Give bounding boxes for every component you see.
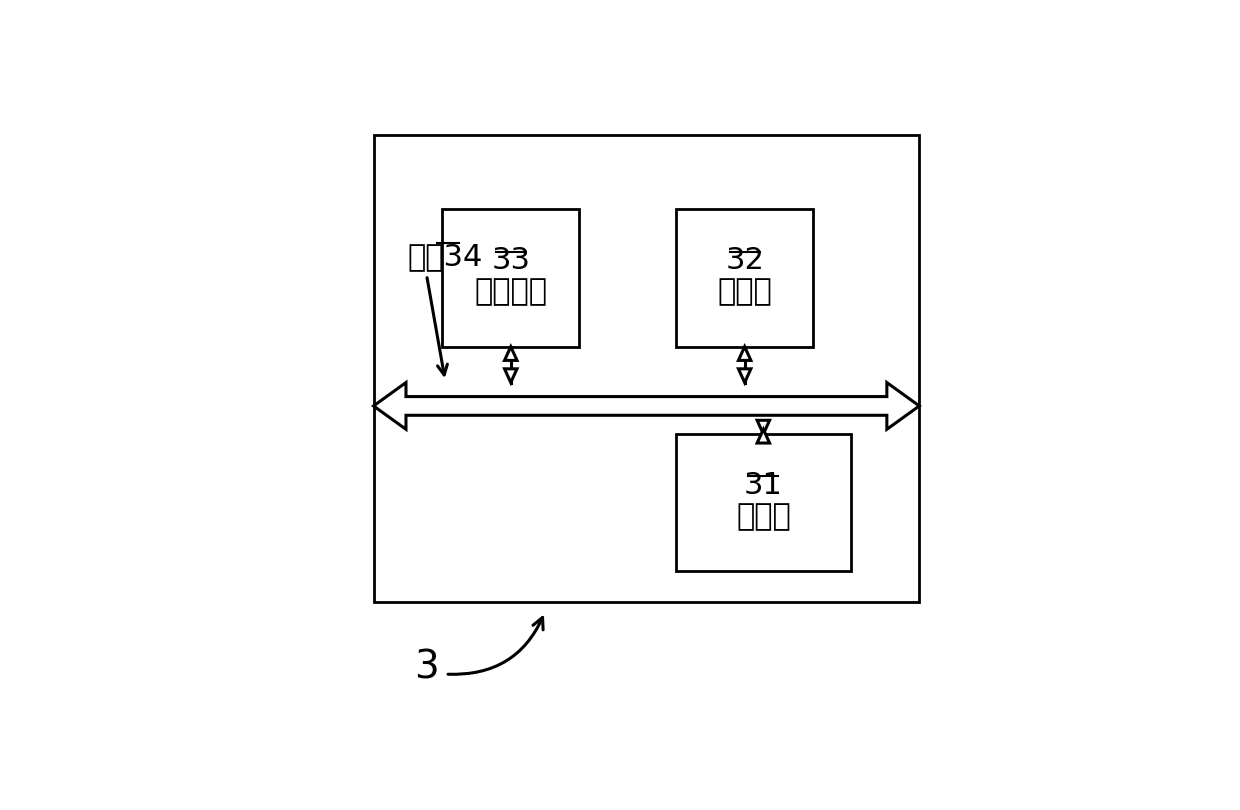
Bar: [676, 434, 851, 571]
Bar: [443, 210, 579, 347]
Text: 3: 3: [414, 649, 439, 687]
Polygon shape: [758, 429, 770, 443]
Text: 31: 31: [744, 471, 782, 500]
Text: 处理器: 处理器: [737, 502, 791, 531]
Bar: [676, 210, 813, 347]
Text: 33: 33: [491, 246, 531, 275]
Polygon shape: [758, 420, 770, 434]
Polygon shape: [738, 369, 751, 382]
Bar: [373, 134, 919, 603]
Polygon shape: [505, 347, 517, 360]
Polygon shape: [738, 347, 751, 360]
Text: 存储器: 存储器: [717, 277, 773, 306]
Text: 总线34: 总线34: [408, 241, 484, 271]
Polygon shape: [373, 382, 919, 429]
Text: 通信接口: 通信接口: [474, 277, 547, 306]
Polygon shape: [505, 369, 517, 382]
FancyArrowPatch shape: [448, 617, 543, 675]
Text: 32: 32: [725, 246, 764, 275]
